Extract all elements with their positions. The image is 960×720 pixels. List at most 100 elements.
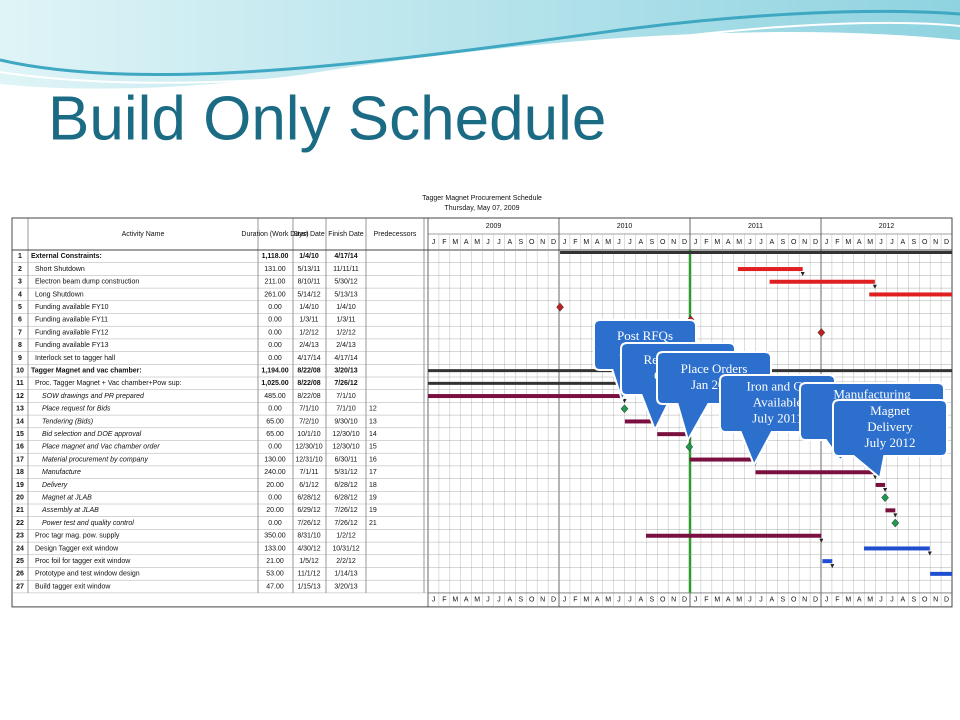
cell-duration: 47.00 bbox=[266, 583, 284, 590]
month-label: M bbox=[736, 239, 742, 246]
cell-duration: 65.00 bbox=[266, 418, 284, 425]
year-label: 2012 bbox=[879, 223, 895, 230]
month-label: J bbox=[694, 239, 698, 246]
row-number: 3 bbox=[18, 279, 22, 286]
cell-duration: 1,194.00 bbox=[261, 367, 288, 374]
month-label: J bbox=[563, 239, 567, 246]
activity-name: Interlock set to tagger hall bbox=[35, 355, 116, 362]
cell-finish: 1/2/12 bbox=[336, 533, 356, 540]
cell-start: 1/4/10 bbox=[299, 253, 319, 260]
activity-name: Power test and quality control bbox=[42, 520, 134, 527]
activity-name: Proc tagr mag. pow. supply bbox=[35, 533, 120, 540]
month-label: A bbox=[770, 239, 775, 246]
month-label: F bbox=[573, 597, 577, 604]
cell-start: 8/22/08 bbox=[297, 380, 320, 387]
header-cell: Start Date bbox=[293, 231, 325, 238]
bar-arrow bbox=[819, 538, 824, 543]
month-label: D bbox=[682, 597, 687, 604]
cell-duration: 20.00 bbox=[266, 507, 284, 514]
milestone bbox=[685, 442, 694, 452]
cell-finish: 2/2/12 bbox=[336, 558, 356, 565]
milestone bbox=[556, 302, 564, 312]
month-label: J bbox=[890, 597, 894, 604]
activity-name: Manufacture bbox=[42, 469, 81, 476]
month-label: M bbox=[452, 597, 458, 604]
row-number: 22 bbox=[16, 520, 24, 527]
month-label: D bbox=[813, 239, 818, 246]
cell-finish: 5/31/12 bbox=[334, 469, 357, 476]
month-label: A bbox=[508, 239, 513, 246]
cell-pred: 19 bbox=[369, 494, 377, 501]
activity-name: Place request for Bids bbox=[42, 406, 111, 413]
activity-name: Funding available FY10 bbox=[35, 304, 109, 311]
activity-name: Short Shutdown bbox=[35, 266, 85, 273]
month-label: A bbox=[639, 597, 644, 604]
header-cell: Duration (Work Days) bbox=[241, 231, 308, 238]
cell-duration: 0.00 bbox=[268, 406, 282, 413]
cell-start: 1/4/10 bbox=[299, 304, 319, 311]
month-label: M bbox=[583, 239, 589, 246]
row-number: 5 bbox=[18, 304, 22, 311]
cell-start: 6/28/12 bbox=[297, 494, 320, 501]
row-number: 10 bbox=[16, 367, 24, 374]
month-label: A bbox=[857, 239, 862, 246]
callout-text: Manufacturing bbox=[833, 386, 911, 401]
activity-name: Assembly at JLAB bbox=[41, 507, 99, 514]
cell-duration: 240.00 bbox=[264, 469, 286, 476]
activity-name: Design Tagger exit window bbox=[35, 545, 119, 552]
month-label: J bbox=[748, 239, 752, 246]
bar-arrow bbox=[622, 399, 627, 404]
month-label: A bbox=[639, 239, 644, 246]
task-bar bbox=[689, 457, 755, 462]
row-number: 23 bbox=[16, 533, 24, 540]
activity-name: Funding available FY12 bbox=[35, 329, 109, 336]
cell-start: 1/5/12 bbox=[299, 558, 319, 565]
month-label: D bbox=[944, 239, 949, 246]
month-label: S bbox=[649, 597, 654, 604]
cell-duration: 131.00 bbox=[264, 266, 286, 273]
cell-duration: 0.00 bbox=[268, 329, 282, 336]
cell-duration: 65.00 bbox=[266, 431, 284, 438]
task-bar bbox=[822, 559, 833, 564]
cell-pred: 19 bbox=[369, 507, 377, 514]
month-label: A bbox=[595, 239, 600, 246]
month-label: A bbox=[508, 597, 513, 604]
swoosh-line bbox=[0, 9, 960, 77]
callout-text: July 2012 bbox=[865, 435, 916, 450]
activity-name: Material procurement by company bbox=[42, 456, 148, 463]
cell-pred: 13 bbox=[369, 418, 377, 425]
gantt: Tagger Magnet Procurement Schedule Thursd… bbox=[11, 195, 953, 608]
task-bar bbox=[755, 470, 876, 475]
month-label: J bbox=[879, 597, 883, 604]
row-number: 21 bbox=[16, 507, 24, 514]
milestone bbox=[817, 328, 826, 337]
task-bar bbox=[875, 482, 886, 487]
month-label: S bbox=[911, 239, 916, 246]
cell-start: 11/1/12 bbox=[298, 571, 321, 578]
row-number: 27 bbox=[16, 583, 24, 590]
month-label: M bbox=[845, 239, 851, 246]
month-label: M bbox=[714, 239, 720, 246]
task-bar bbox=[885, 508, 896, 513]
cell-finish: 1/3/11 bbox=[337, 317, 356, 324]
cell-start: 7/26/12 bbox=[297, 520, 320, 527]
month-label: J bbox=[617, 239, 621, 246]
month-label: A bbox=[857, 597, 862, 604]
row-number: 7 bbox=[18, 329, 22, 336]
cell-finish: 6/30/11 bbox=[335, 456, 358, 463]
month-label: A bbox=[770, 597, 775, 604]
cell-finish: 10/31/12 bbox=[332, 545, 359, 552]
cell-start: 6/29/12 bbox=[297, 507, 320, 514]
activity-name: Place magnet and Vac chamber order bbox=[42, 444, 160, 451]
cell-finish: 3/20/13 bbox=[334, 367, 357, 374]
month-label: M bbox=[474, 597, 480, 604]
swoosh-line bbox=[0, 21, 960, 84]
month-label: O bbox=[660, 597, 666, 604]
month-label: J bbox=[486, 239, 490, 246]
cell-duration: 485.00 bbox=[264, 393, 286, 400]
month-label: J bbox=[628, 597, 632, 604]
month-label: O bbox=[791, 597, 797, 604]
cell-finish: 1/4/10 bbox=[336, 304, 356, 311]
cell-start: 6/1/12 bbox=[299, 482, 319, 489]
task-bar bbox=[863, 546, 930, 551]
